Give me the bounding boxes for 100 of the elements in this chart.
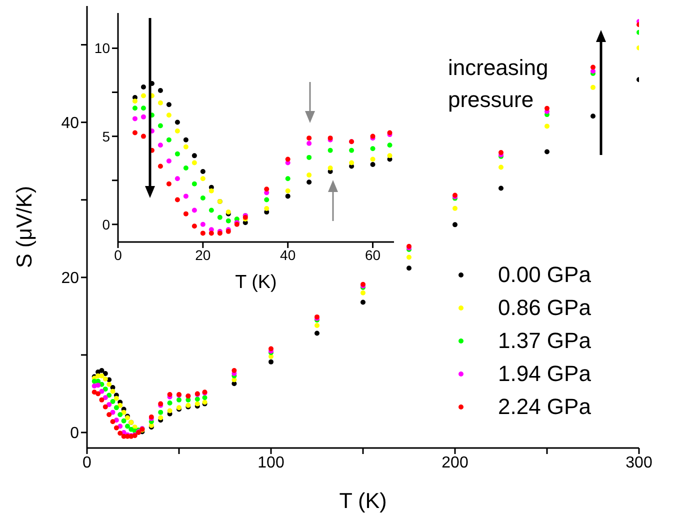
point <box>370 156 376 162</box>
point <box>118 430 123 436</box>
point <box>208 208 214 213</box>
x-axis-title: T (K) <box>339 488 387 513</box>
point <box>360 290 366 296</box>
point <box>590 114 596 119</box>
point <box>314 322 320 328</box>
point <box>96 382 101 388</box>
point <box>370 146 376 152</box>
point <box>200 176 206 182</box>
point <box>314 330 320 336</box>
point <box>99 397 104 402</box>
point <box>102 376 108 382</box>
point <box>192 208 197 213</box>
point <box>114 425 119 430</box>
point <box>200 230 206 236</box>
point <box>406 254 412 260</box>
point <box>132 116 138 122</box>
point <box>498 186 504 191</box>
point <box>96 391 101 396</box>
point <box>167 408 172 414</box>
point <box>174 197 180 202</box>
point <box>406 266 412 271</box>
point <box>452 222 458 228</box>
point <box>194 396 200 402</box>
point <box>166 158 172 164</box>
point <box>158 142 163 148</box>
point <box>158 410 164 415</box>
point <box>285 176 290 182</box>
point <box>121 418 126 424</box>
point <box>118 402 123 408</box>
x-tick-label: 300 <box>626 454 652 472</box>
x-tick-label: 0 <box>114 246 122 263</box>
point <box>200 195 206 200</box>
point <box>387 153 392 158</box>
point <box>158 415 164 420</box>
point <box>498 164 504 170</box>
point <box>140 134 146 139</box>
point <box>102 386 108 392</box>
y-tick-label: 0 <box>102 216 110 232</box>
point <box>328 148 333 153</box>
point <box>544 124 550 129</box>
point <box>114 396 119 401</box>
y-tick-label: 20 <box>61 270 80 288</box>
point <box>140 93 146 98</box>
point <box>114 405 119 410</box>
point <box>200 222 206 227</box>
point <box>208 230 214 236</box>
point <box>121 410 126 415</box>
point <box>183 166 188 171</box>
point <box>306 172 312 178</box>
point <box>102 395 108 400</box>
point <box>590 64 596 70</box>
point <box>208 188 214 194</box>
point <box>360 300 366 305</box>
point <box>110 410 116 415</box>
point <box>166 102 172 108</box>
point <box>99 373 104 378</box>
point <box>183 194 188 199</box>
point <box>158 164 163 169</box>
point <box>158 100 163 106</box>
y-tick-label: 10 <box>94 40 110 56</box>
point <box>110 398 116 404</box>
point <box>118 412 123 418</box>
point <box>285 188 290 194</box>
point <box>183 144 188 150</box>
point <box>140 106 146 111</box>
point <box>590 84 596 90</box>
point <box>106 402 112 408</box>
point <box>174 151 180 156</box>
point <box>192 224 197 229</box>
point <box>132 98 138 104</box>
point <box>167 392 172 397</box>
x-tick-label: 200 <box>442 454 468 472</box>
point <box>544 106 550 111</box>
point <box>102 404 108 410</box>
point <box>99 388 104 394</box>
point <box>202 395 208 400</box>
legend-label: 1.37 GPa <box>498 327 591 355</box>
point <box>106 382 112 387</box>
point <box>106 412 112 418</box>
point <box>268 359 274 364</box>
point <box>285 156 290 162</box>
point <box>306 140 312 146</box>
point <box>285 194 290 199</box>
point <box>192 153 197 158</box>
legend-label: 2.24 GPa <box>498 393 591 421</box>
legend-label: 0.86 GPa <box>498 294 591 322</box>
point <box>544 149 550 154</box>
point <box>452 206 458 211</box>
y-tick-label: 40 <box>61 114 80 132</box>
point <box>158 123 163 128</box>
point <box>306 180 312 185</box>
point <box>264 197 270 202</box>
point <box>132 130 138 136</box>
x-tick-label: 60 <box>364 246 381 263</box>
point <box>268 346 274 352</box>
point <box>174 176 180 182</box>
point <box>124 424 130 429</box>
x-tick-label: 40 <box>280 246 296 263</box>
